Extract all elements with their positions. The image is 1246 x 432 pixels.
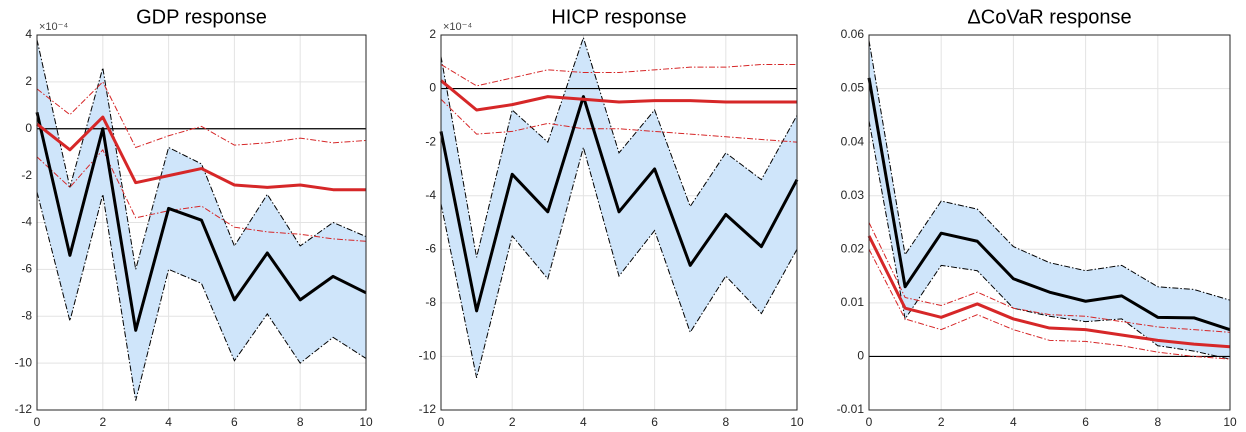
band-edge [868, 249, 1231, 360]
band-fill [869, 40, 1230, 360]
panel: 0 2 4 6 8 10 -12 -10 -8 -6 -4 -2 0 2 HICP response ×10⁻… [419, 6, 804, 429]
response-line [867, 235, 1231, 349]
y-tick-label: -2 [425, 134, 436, 148]
y-tick-label: -12 [419, 402, 437, 416]
y-tick-label: -8 [425, 295, 436, 309]
x-tick-label: 6 [231, 415, 238, 429]
axes-box [36, 34, 367, 411]
x-tick-label: 6 [651, 415, 658, 429]
x-tick-label: 10 [359, 415, 373, 429]
y-tick-label: -8 [21, 308, 32, 322]
band-edge [440, 98, 798, 143]
y-tick-label: -10 [15, 355, 33, 369]
y-tick-label: 0.06 [841, 27, 865, 41]
exponent-label: ×10⁻⁴ [39, 21, 68, 33]
y-tick-label: 0.04 [841, 134, 865, 148]
x-tick-label: 2 [938, 415, 945, 429]
panel: 0 2 4 6 8 10 -12 -10 -8 -6 -4 -2 0 2 4 GDP response ×10⁻… [15, 6, 373, 429]
band-edge [36, 81, 367, 149]
x-tick-label: 4 [1010, 415, 1017, 429]
band-edge [440, 145, 798, 378]
y-tick-label: 0.05 [841, 81, 865, 95]
band-edge [440, 63, 797, 87]
y-tick-label: 2 [25, 74, 32, 88]
y-tick-label: 0 [25, 121, 32, 135]
y-tick-label: -6 [425, 241, 436, 255]
x-tick-label: 10 [790, 415, 804, 429]
y-tick-label: -0.01 [837, 402, 865, 416]
y-tick-label: 0.03 [841, 188, 865, 202]
y-tick-label: -2 [21, 168, 32, 182]
x-tick-label: 4 [580, 415, 587, 429]
response-line [439, 95, 799, 313]
panel: 0 2 4 6 8 10-0.0100.010.020.030.040.050.06ΔCo… [837, 6, 1237, 429]
y-tick-label: 0.02 [841, 241, 865, 255]
response-line [440, 79, 797, 112]
band-edge [36, 148, 367, 242]
band-edge [440, 36, 798, 258]
x-tick-label: 2 [509, 415, 516, 429]
y-tick-label: 0 [857, 349, 864, 363]
x-tick-label: 10 [1223, 415, 1237, 429]
x-tick-label: 0 [866, 415, 873, 429]
x-tick-label: 8 [722, 415, 729, 429]
exponent-label: ×10⁻⁴ [443, 21, 472, 33]
y-tick-label: 2 [429, 27, 436, 41]
x-tick-label: 0 [34, 415, 41, 429]
y-tick-label: 0 [429, 81, 436, 95]
response-line [35, 112, 367, 332]
plot-area [869, 35, 1230, 410]
y-tick-label: -4 [425, 188, 436, 202]
x-tick-label: 8 [297, 415, 304, 429]
y-tick-label: -4 [21, 215, 32, 229]
axes-box [440, 34, 798, 411]
chart-title: ΔCoVaR response [967, 6, 1131, 28]
band-edge [868, 40, 1231, 301]
x-tick-label: 2 [99, 415, 106, 429]
band-edge [868, 222, 1231, 333]
band-edge [868, 120, 1231, 360]
y-tick-label: 0.01 [841, 295, 865, 309]
x-tick-label: 8 [1154, 415, 1161, 429]
response-line [36, 115, 366, 192]
y-tick-label: -6 [21, 262, 32, 276]
x-tick-label: 4 [165, 415, 172, 429]
band-edge [36, 39, 367, 270]
chart-title: HICP response [551, 6, 686, 28]
y-tick-label: -10 [419, 349, 437, 363]
axes-box [868, 34, 1231, 411]
x-tick-label: 6 [1082, 415, 1089, 429]
y-tick-label: -12 [15, 402, 33, 416]
chart-title: GDP response [136, 6, 267, 28]
band-edge [36, 191, 367, 401]
x-tick-label: 0 [438, 415, 445, 429]
response-line [867, 77, 1231, 332]
y-tick-label: 4 [25, 27, 32, 41]
